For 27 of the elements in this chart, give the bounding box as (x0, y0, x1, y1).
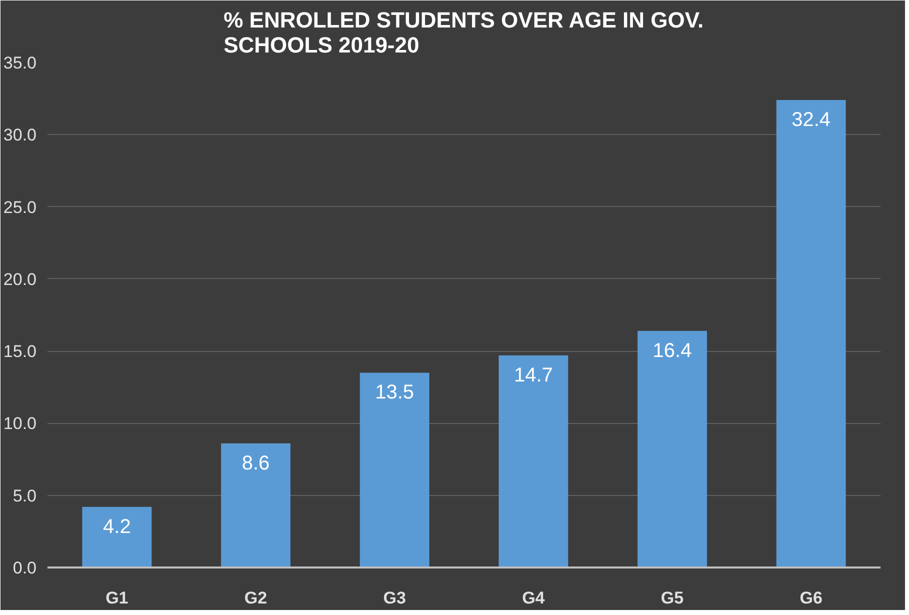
data-label: 4.2 (103, 516, 131, 538)
y-tick-label: 30.0 (3, 126, 37, 145)
y-tick-label: 35.0 (3, 54, 37, 72)
data-label: 32.4 (792, 109, 831, 132)
y-tick-label: 20.0 (3, 270, 37, 289)
y-tick-label: 0.0 (12, 558, 37, 578)
chart-title: % ENROLLED STUDENTS OVER AGE IN GOV. SCHOOLS 2019-20 (224, 8, 704, 58)
data-label: 8.6 (242, 452, 270, 474)
x-tick-label: G4 (522, 588, 546, 608)
y-tick-label: 10.0 (3, 414, 37, 434)
bar (221, 443, 290, 568)
y-tick-label: 5.0 (12, 486, 37, 506)
x-tick-label: G3 (383, 588, 406, 608)
data-label: 14.7 (514, 364, 553, 386)
bar (638, 330, 707, 568)
bar (82, 506, 152, 568)
y-tick-label: 25.0 (3, 198, 37, 217)
x-tick-label: G2 (244, 588, 268, 608)
bar (776, 100, 846, 568)
x-tick-label: G6 (800, 588, 822, 608)
bar (360, 372, 430, 568)
x-tick-label: G1 (106, 588, 128, 608)
x-tick-label: G5 (660, 588, 684, 608)
data-label: 13.5 (375, 382, 414, 404)
y-tick-label: 15.0 (3, 342, 37, 362)
bar (498, 355, 568, 568)
data-label: 16.4 (652, 340, 692, 362)
